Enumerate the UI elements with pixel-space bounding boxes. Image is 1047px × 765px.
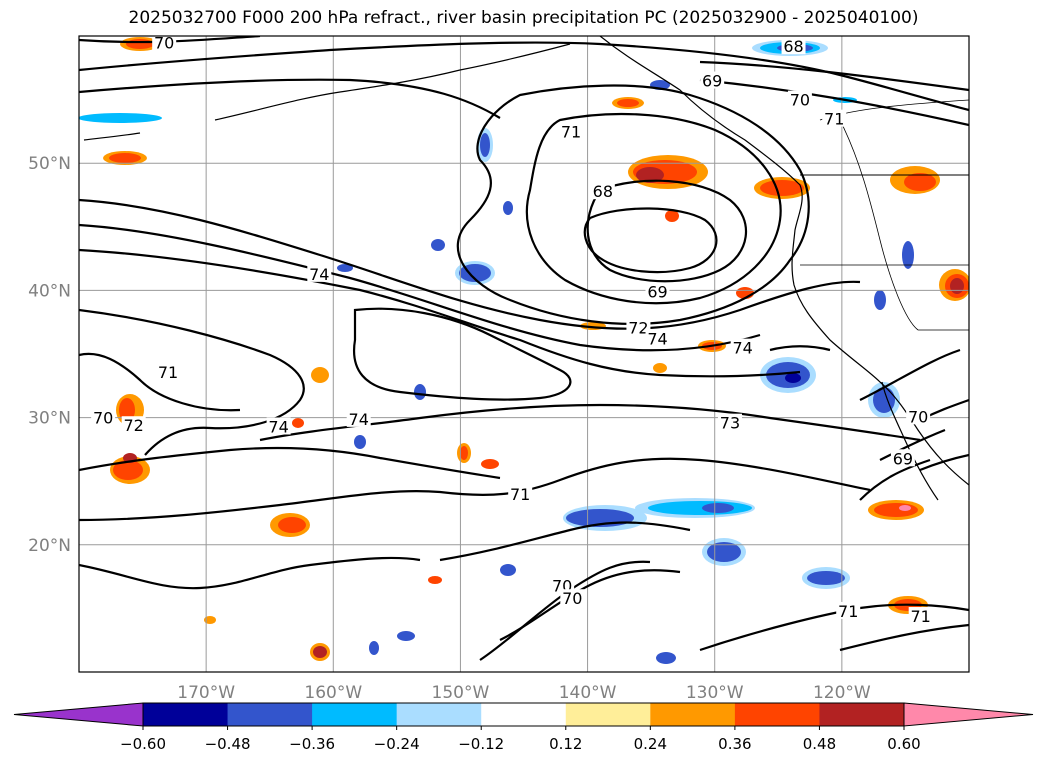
contour-label: 70 — [93, 409, 113, 428]
contour-label: 71 — [561, 122, 581, 141]
contour-label-background — [121, 416, 146, 434]
colorbar-segment — [650, 703, 736, 726]
graticule — [79, 36, 969, 672]
contour-label: 71 — [158, 363, 178, 382]
colorbar-tick-label: −0.12 — [458, 735, 504, 753]
contour-label: 70 — [562, 589, 582, 608]
contour-label: 72 — [628, 318, 648, 337]
contour-label: 71 — [911, 607, 931, 626]
map-frame — [78, 35, 970, 673]
colorbar-tick-label: 0.36 — [718, 735, 751, 753]
contour-label-background — [559, 122, 584, 140]
contour-label: 70 — [790, 91, 810, 110]
contour-label-background — [91, 408, 116, 426]
contour-label-background — [156, 362, 180, 380]
contour-label-background — [560, 589, 585, 607]
contour-label: 74 — [647, 330, 667, 349]
contour-label-background — [890, 449, 915, 467]
contour-label-background — [700, 71, 725, 89]
latitude-tick-label: 30°N — [28, 409, 71, 429]
latitude-labels: 20°N 30°N 40°N 50°N — [28, 154, 71, 556]
colorbar-tick-label: 0.48 — [803, 735, 836, 753]
contour-label: 69 — [893, 449, 913, 468]
latitude-tick-label: 20°N — [28, 536, 71, 556]
contour-label: 68 — [783, 37, 803, 56]
longitude-tick-label: 130°W — [686, 683, 744, 703]
colorbar-tick-label: 0.24 — [634, 735, 667, 753]
contour-label: 70 — [154, 33, 174, 52]
contour-label: 72 — [123, 416, 143, 435]
contour-label-background — [346, 409, 371, 427]
colorbar-segment — [565, 703, 651, 726]
longitude-tick-label: 160°W — [304, 683, 362, 703]
colorbar-tick-label: 0.60 — [887, 735, 920, 753]
longitude-labels: 170°W 160°W 150°W 140°W 130°W 120°W — [177, 683, 871, 703]
contour-label-background — [836, 601, 861, 619]
colorbar-segment — [227, 703, 313, 726]
latitude-tick-label: 40°N — [28, 281, 71, 301]
map-panel — [79, 36, 969, 672]
contour-label-background — [908, 607, 933, 625]
longitude-tick-label: 170°W — [177, 683, 235, 703]
contour-label-background — [307, 264, 332, 282]
colorbar-tick-label: 0.12 — [549, 735, 582, 753]
negative-anomaly-patch — [79, 40, 914, 664]
latitude-tick-label: 50°N — [28, 154, 71, 174]
contour-label: 69 — [647, 283, 667, 302]
colorbar-tick-labels: −0.60 −0.48 −0.36 −0.24 −0.12 0.12 0.24 0.36 0.4… — [120, 726, 921, 753]
colorbar-extend-high — [903, 702, 1034, 727]
contour-label: 74 — [268, 418, 288, 437]
colorbar — [13, 702, 1034, 727]
colorbar-outline — [142, 702, 905, 727]
colorbar-tick-label: −0.24 — [374, 735, 420, 753]
contour-label-background — [645, 329, 670, 347]
contour-label: 73 — [720, 414, 740, 433]
colorbar-tick-label: −0.48 — [205, 735, 251, 753]
contour-label-background — [781, 37, 806, 55]
contour-label: 71 — [824, 110, 844, 129]
colorbar-segment — [819, 703, 905, 726]
contour-label-background — [626, 318, 651, 336]
contour-label-background — [822, 109, 847, 127]
contour-label-background — [906, 407, 931, 425]
contour-label: 69 — [702, 72, 722, 91]
colorbar-segment — [734, 703, 820, 726]
contour-label-background — [152, 36, 177, 51]
contour-label: 71 — [838, 602, 858, 621]
contour-label-background — [508, 484, 533, 502]
contour-label: 74 — [349, 410, 369, 429]
longitude-tick-label: 120°W — [813, 683, 871, 703]
refractivity-contours — [79, 36, 969, 661]
contour-label-background — [645, 282, 670, 300]
contour-label: 68 — [593, 182, 613, 201]
contour-label-background — [787, 90, 812, 108]
plot-title: 2025032700 F000 200 hPa refract., river … — [128, 8, 919, 28]
contour-label-background — [730, 338, 755, 356]
longitude-tick-label: 140°W — [559, 683, 617, 703]
colorbar-segment — [396, 703, 482, 726]
longitude-tick-label: 150°W — [432, 683, 490, 703]
colorbar-tick-label: −0.60 — [120, 735, 166, 753]
contour-label-background — [590, 182, 615, 200]
colorbar-extend-low — [13, 702, 144, 727]
colorbar-segment — [312, 703, 398, 726]
colorbar-segment — [143, 703, 229, 726]
colorbar-segment — [481, 703, 567, 726]
contour-label: 74 — [733, 339, 753, 358]
contour-label-background — [266, 417, 291, 435]
contour-label-background — [717, 413, 742, 431]
colorbar-tick-label: −0.36 — [289, 735, 335, 753]
contour-label: 71 — [510, 485, 530, 504]
contour-label: 74 — [309, 265, 329, 284]
contour-label: 70 — [908, 407, 928, 426]
